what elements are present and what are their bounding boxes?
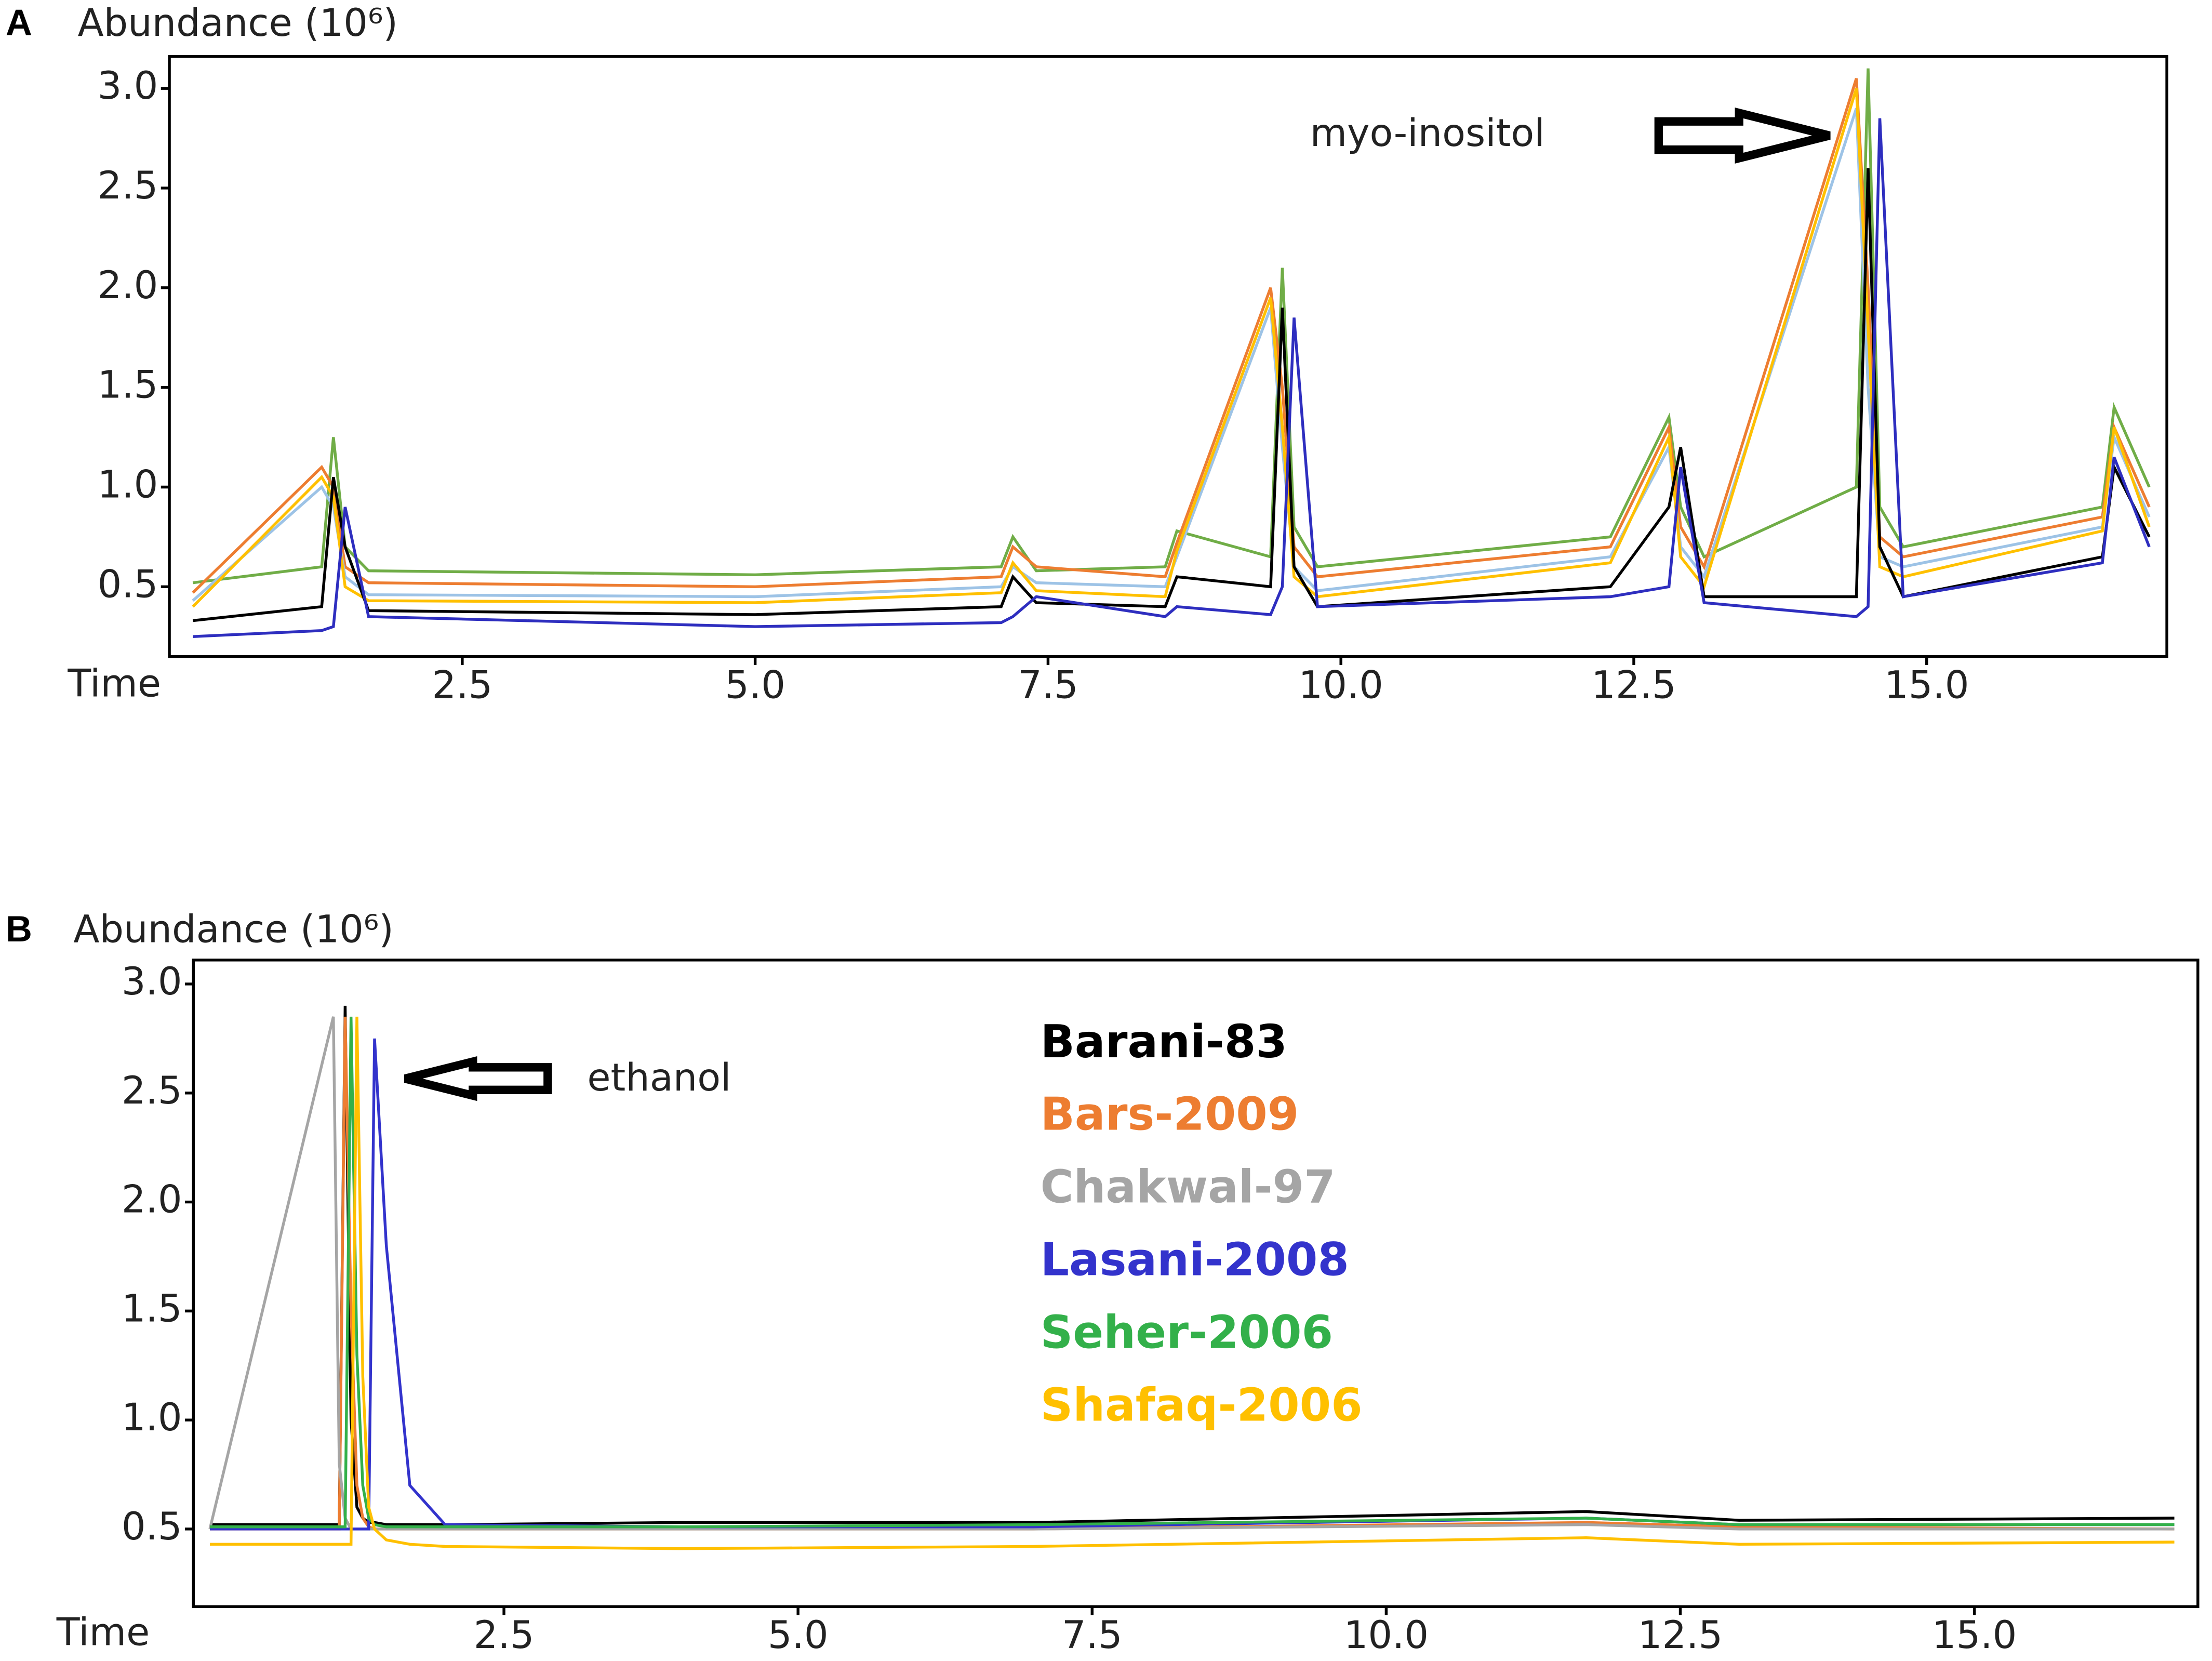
x-axis-label: Time [56,1611,150,1655]
x-tick-label: 5.0 [768,1613,829,1657]
y-tick-label: 2.0 [98,263,158,308]
legend-entry: Seher-2006 [1041,1306,1333,1359]
y-tick-label: 1.5 [98,363,158,407]
y-tick-label: 1.0 [98,462,158,507]
x-tick-label: 5.0 [725,663,785,707]
arrow [404,1056,552,1101]
annotation: ethanol [587,1056,731,1100]
x-tick-label: 12.5 [1591,663,1676,707]
series-line [209,1016,2175,1550]
y-tick-label: 1.5 [122,1286,182,1331]
legend-entry: Barani-83 [1041,1015,1287,1068]
y-axis-label: Abundance (10⁶) [73,907,394,951]
legend-entry: Bars-2009 [1041,1088,1299,1141]
y-tick-label: 2.0 [122,1178,182,1222]
panel-label: A [6,2,32,43]
y-tick-label: 2.5 [122,1069,182,1113]
x-tick-label: 12.5 [1638,1613,1723,1657]
y-tick-label: 3.0 [122,960,182,1004]
x-tick-label: 15.0 [1932,1613,2017,1657]
arrow [1654,107,1831,164]
annotation: myo-inositol [1310,111,1545,155]
x-tick-label: 7.5 [1018,663,1078,707]
x-tick-label: 2.5 [474,1613,535,1657]
y-tick-label: 3.0 [98,64,158,108]
x-tick-label: 10.0 [1299,663,1383,707]
x-tick-label: 15.0 [1884,663,1969,707]
series-line [193,118,2151,638]
y-tick-label: 1.0 [122,1396,182,1440]
series-line [192,68,2151,584]
plot-frame [192,959,2200,1609]
panel-label: B [6,908,32,949]
y-tick-label: 0.5 [98,562,158,606]
legend-entry: Chakwal-97 [1041,1161,1336,1214]
x-axis-label: Time [67,662,161,706]
x-tick-label: 7.5 [1062,1613,1123,1657]
y-axis-label: Abundance (10⁶) [77,1,398,45]
y-tick-label: 0.5 [122,1505,182,1549]
legend-entry: Shafaq-2006 [1041,1378,1363,1431]
y-tick-label: 2.5 [98,164,158,208]
legend-entry: Lasani-2008 [1041,1233,1349,1286]
x-tick-label: 2.5 [432,663,493,707]
plot-frame [168,55,2168,658]
series-line [209,1038,2175,1531]
x-tick-label: 10.0 [1344,1613,1429,1657]
